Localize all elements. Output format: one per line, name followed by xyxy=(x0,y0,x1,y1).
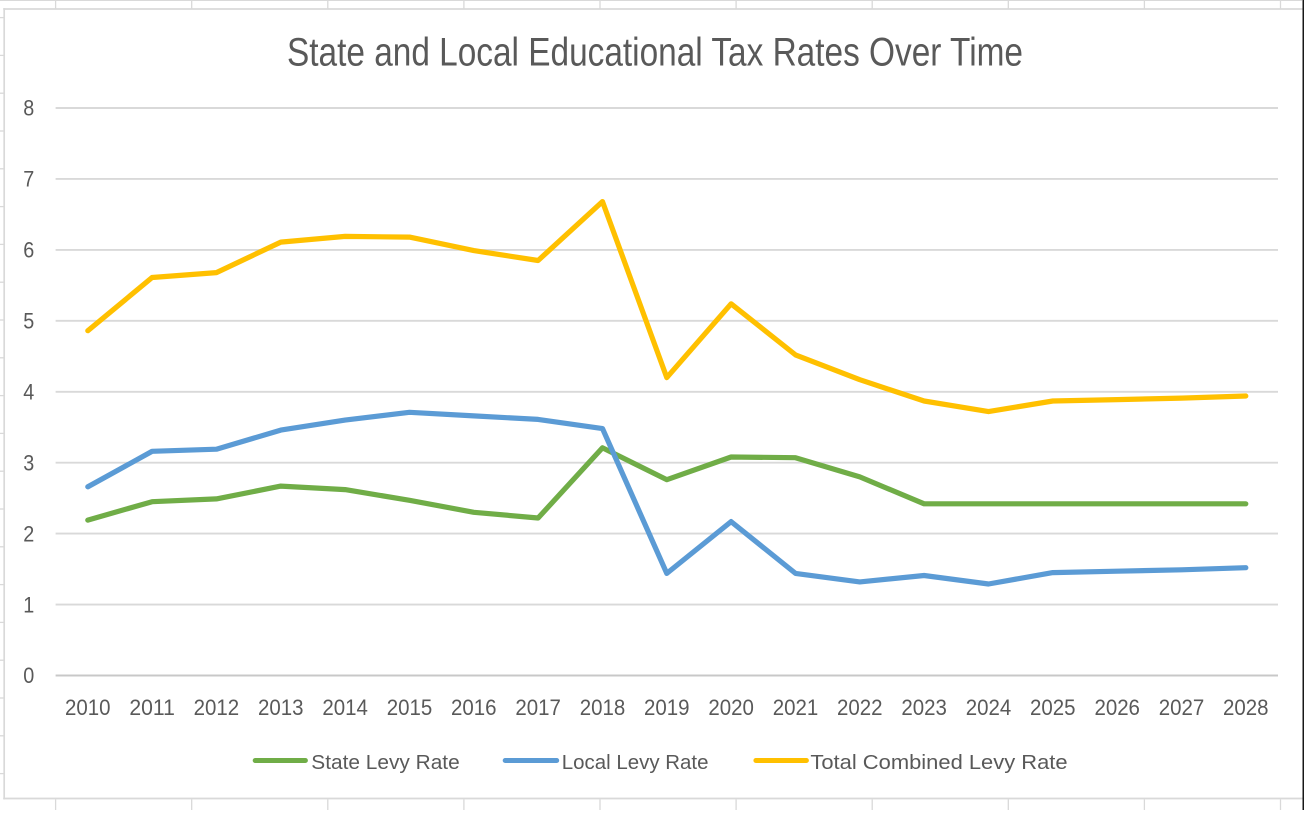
svg-text:2020: 2020 xyxy=(708,695,754,720)
svg-text:2018: 2018 xyxy=(580,695,626,720)
svg-text:1: 1 xyxy=(23,592,34,617)
svg-text:State and Local Educational Ta: State and Local Educational Tax Rates Ov… xyxy=(287,30,1023,74)
svg-text:2021: 2021 xyxy=(773,695,819,720)
svg-text:2014: 2014 xyxy=(322,695,368,720)
svg-text:2015: 2015 xyxy=(387,695,433,720)
svg-text:2013: 2013 xyxy=(258,695,304,720)
svg-text:2016: 2016 xyxy=(451,695,497,720)
svg-text:3: 3 xyxy=(23,450,34,475)
svg-text:2019: 2019 xyxy=(644,695,690,720)
svg-text:2017: 2017 xyxy=(515,695,561,720)
svg-text:6: 6 xyxy=(23,238,34,263)
svg-text:2010: 2010 xyxy=(65,695,111,720)
svg-text:8: 8 xyxy=(23,96,34,121)
svg-text:2024: 2024 xyxy=(966,695,1012,720)
svg-text:2026: 2026 xyxy=(1094,695,1140,720)
svg-text:2: 2 xyxy=(23,521,34,546)
svg-text:7: 7 xyxy=(23,167,34,192)
svg-text:4: 4 xyxy=(23,379,34,404)
svg-text:5: 5 xyxy=(23,309,34,334)
svg-text:0: 0 xyxy=(23,663,34,688)
svg-text:2023: 2023 xyxy=(901,695,947,720)
svg-text:2011: 2011 xyxy=(129,695,175,720)
svg-text:Local Levy Rate: Local Levy Rate xyxy=(562,751,709,774)
svg-text:State Levy Rate: State Levy Rate xyxy=(311,751,459,774)
svg-text:Total Combined Levy Rate: Total Combined Levy Rate xyxy=(810,751,1067,774)
svg-text:2025: 2025 xyxy=(1030,695,1076,720)
svg-text:2022: 2022 xyxy=(837,695,883,720)
svg-text:2028: 2028 xyxy=(1223,695,1269,720)
svg-text:2012: 2012 xyxy=(194,695,240,720)
svg-text:2027: 2027 xyxy=(1159,695,1205,720)
